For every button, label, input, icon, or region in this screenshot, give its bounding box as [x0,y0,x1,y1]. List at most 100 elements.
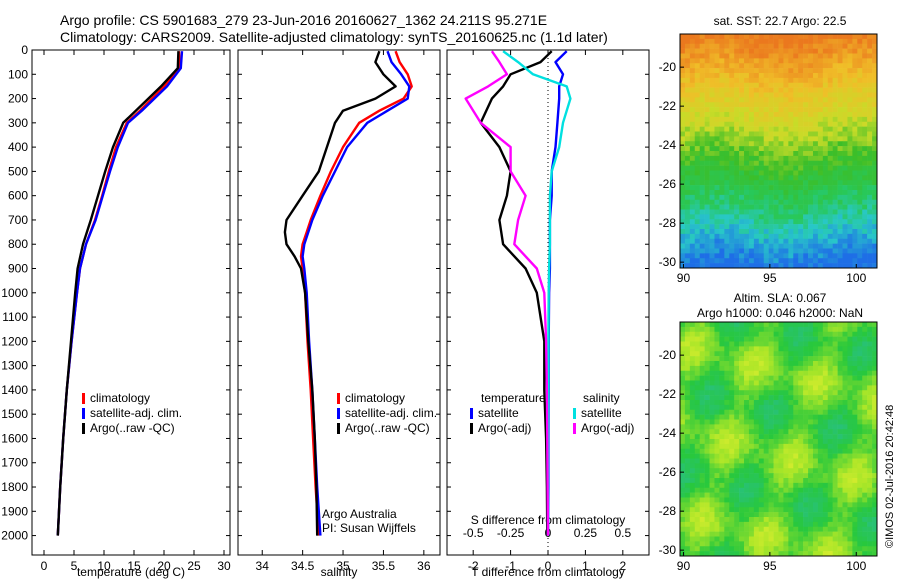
map-cell [758,551,765,557]
map-cell [793,92,799,98]
map-cell [684,361,691,367]
map-cell [704,131,710,137]
map-cell [763,87,769,93]
map-cell [719,43,725,49]
map-cell [714,82,720,88]
map-cell [817,116,824,123]
map-cell [867,346,873,352]
y-tick-label: 900 [8,262,28,276]
map-cell [847,243,853,249]
map-cell [808,439,814,445]
map-cell [744,199,750,205]
y-tick-label: 700 [8,213,28,227]
map-cell [714,370,720,376]
map-cell [842,478,848,484]
map-cell [872,214,878,220]
map-cell [773,253,779,259]
map-cell [808,63,814,69]
map-cell [778,439,784,445]
map-cell [842,243,848,249]
map-cell [729,131,735,137]
difference-panel: -2 -1 0 1 2-0.5 -0.25 0 0.25 0.5S difference fro… [447,49,649,579]
map-cell [748,414,755,420]
map-cell [842,395,848,401]
map-cell [758,263,765,269]
map-cell [808,224,814,230]
map-cell [867,512,873,518]
map-cell [680,73,686,79]
map-cell [758,429,765,435]
map-cell [808,458,814,464]
map-cell [847,468,853,474]
map-cell [812,112,819,118]
map-cell [788,121,794,127]
map-cell [744,424,750,430]
map-cell [753,53,760,59]
map-cell [739,356,745,362]
map-cell [719,263,725,269]
map-cell [832,536,838,542]
map-cell [842,116,848,123]
map-cell [748,322,755,328]
map-cell [837,87,843,93]
map-cell [689,116,696,123]
map-cell [832,521,838,528]
map-cell [798,502,804,508]
map-cell [793,263,799,269]
map-cell [699,463,705,469]
map-cell [719,375,725,381]
map-cell [817,224,824,230]
map-cell [753,214,760,220]
map-cell [783,361,789,367]
map-cell [729,97,735,103]
map-cell [798,385,804,391]
map-cell [748,68,755,74]
map-cell [753,126,760,132]
map-cell [694,170,700,176]
map-cell [798,526,804,532]
map-cell [803,341,809,347]
map-cell [842,121,848,127]
y-tick-label: 200 [8,92,28,106]
map-cell [872,107,878,113]
map-cell [827,517,833,523]
map-cell [812,380,819,386]
map-cell [862,219,868,225]
map-cell [822,404,829,411]
map-cell [822,126,829,132]
map-cell [847,155,853,162]
map-cell [867,175,873,181]
map-cell [684,48,691,54]
map-cell [803,224,809,230]
map-cell [842,385,848,391]
map-cell [783,385,789,391]
map-cell [739,107,745,113]
map-cell [714,194,720,201]
map-cell [798,341,804,347]
map-cell [803,175,809,181]
map-cell [694,136,700,142]
map-cell [680,458,686,464]
map-cell [763,492,769,498]
map-cell [714,141,720,147]
map-cell [694,463,700,469]
map-cell [739,336,745,342]
map-cell [857,507,863,513]
map-cell [872,73,878,79]
map-cell [729,487,735,493]
map-cell [832,175,838,181]
map-cell [739,361,745,367]
y-tick-label: 1800 [1,480,28,494]
map-cell [803,194,809,201]
map-cell [857,395,863,401]
map-cell [709,336,715,342]
map-cell [753,473,760,479]
map-cell [812,92,819,98]
map-cell [680,551,686,557]
map-cell [822,326,829,333]
map-cell [832,82,838,88]
map-cell [778,468,784,474]
map-cell [734,190,740,196]
map-cell [763,521,769,528]
map-cell [758,209,765,215]
